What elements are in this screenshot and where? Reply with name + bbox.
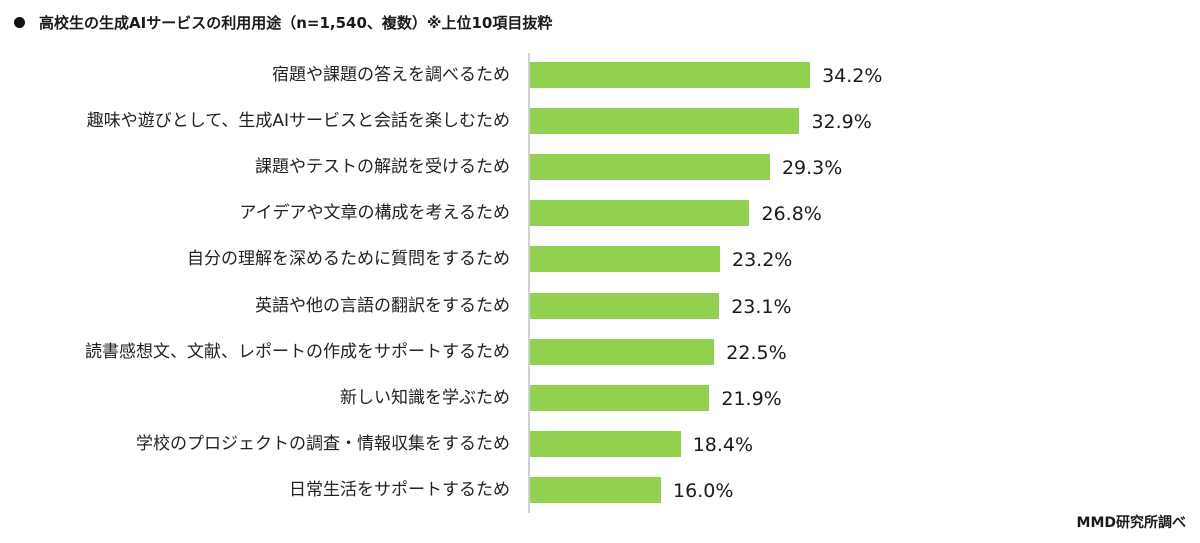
bullet-dot-icon <box>14 17 25 28</box>
category-label: 学校のプロジェクトの調査・情報収集をするため <box>136 433 510 454</box>
bar <box>530 430 681 457</box>
chart-title: 高校生の生成AIサービスの利用用途（n=1,540、複数）※上位10項目抜粋 <box>14 12 552 33</box>
category-label: 読書感想文、文献、レポートの作成をサポートするため <box>85 341 510 362</box>
category-label: 新しい知識を学ぶため <box>340 387 510 408</box>
bar <box>530 108 800 135</box>
value-label: 23.1% <box>731 295 792 318</box>
bar <box>530 476 662 503</box>
bar <box>530 200 750 227</box>
bar-row: 課題やテストの解説を受けるため 29.3% <box>0 154 1200 181</box>
value-label: 21.9% <box>721 387 782 410</box>
category-label: 英語や他の言語の翻訳をするため <box>255 295 510 316</box>
bar <box>530 62 811 88</box>
bar <box>530 338 715 365</box>
bar-row: 新しい知識を学ぶため 21.9% <box>0 384 1200 411</box>
chart-title-text: 高校生の生成AIサービスの利用用途（n=1,540、複数）※上位10項目抜粋 <box>39 14 553 32</box>
category-label: 宿題や課題の答えを調べるため <box>272 65 510 85</box>
bar <box>530 154 770 181</box>
value-label: 22.5% <box>726 341 787 364</box>
bar-row: 宿題や課題の答えを調べるため 34.2% <box>0 62 1200 88</box>
bar <box>530 246 720 273</box>
bar-row: 英語や他の言語の翻訳をするため 23.1% <box>0 292 1200 319</box>
source-credit: MMD研究所調べ <box>1076 515 1186 531</box>
category-label: 日常生活をサポートするため <box>289 479 510 500</box>
value-label: 29.3% <box>781 157 843 180</box>
value-label: 18.4% <box>692 433 754 456</box>
bar-row: 趣味や遊びとして、生成AIサービスと会話を楽しむため 32.9% <box>0 108 1200 135</box>
category-label: 課題やテストの解説を受けるため <box>255 157 510 178</box>
bar-row: 学校のプロジェクトの調査・情報収集をするため 18.4% <box>0 430 1200 457</box>
bar-row: 自分の理解を深めるために質問をするため 23.2% <box>0 246 1200 273</box>
value-label: 16.0% <box>673 479 734 502</box>
value-label: 32.9% <box>811 111 872 134</box>
value-label: 23.2% <box>732 249 793 272</box>
bar <box>530 292 720 319</box>
bar-row: 読書感想文、文献、レポートの作成をサポートするため 22.5% <box>0 338 1200 365</box>
category-label: 自分の理解を深めるために質問をするため <box>187 249 510 270</box>
bar-row: アイデアや文章の構成を考えるため 26.8% <box>0 200 1200 227</box>
y-axis-line <box>528 53 530 513</box>
category-label: アイデアや文章の構成を考えるため <box>239 203 510 224</box>
bar-row: 日常生活をサポートするため 16.0% <box>0 476 1200 503</box>
value-label: 26.8% <box>761 203 822 226</box>
value-label: 34.2% <box>822 65 883 87</box>
bar <box>530 384 710 411</box>
category-label: 趣味や遊びとして、生成AIサービスと会話を楽しむため <box>86 111 510 132</box>
